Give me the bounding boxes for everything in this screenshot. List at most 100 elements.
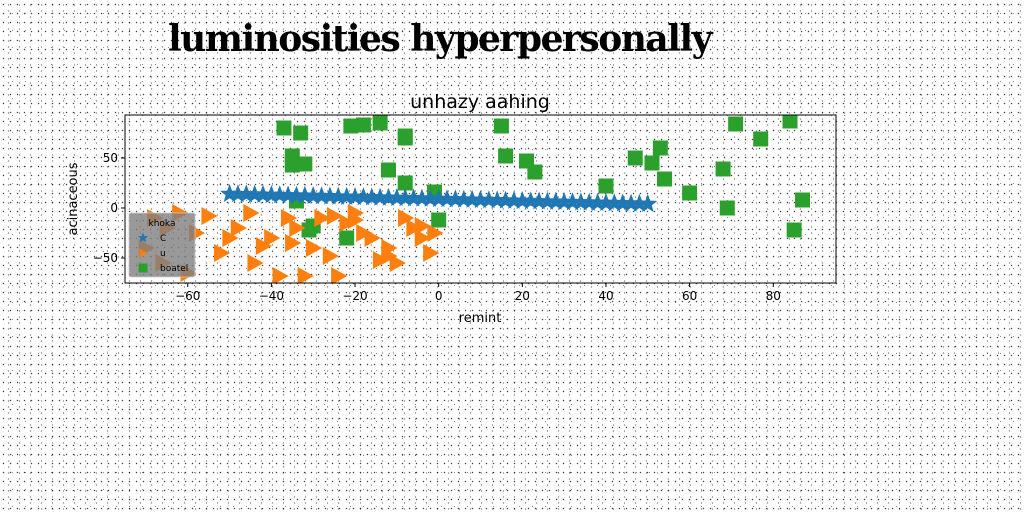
point-c — [496, 190, 516, 209]
point-u — [322, 247, 339, 265]
point-boatel — [276, 120, 292, 136]
point-c — [445, 189, 465, 208]
point-c — [529, 191, 549, 210]
point-c — [362, 187, 382, 206]
point-boatel — [652, 140, 668, 156]
point-c — [521, 191, 541, 210]
point-u — [339, 214, 356, 232]
point-c — [228, 184, 248, 203]
point-u — [326, 207, 344, 225]
point-boatel — [301, 222, 317, 238]
x-axis-label: remint — [459, 311, 502, 326]
point-c — [395, 188, 415, 207]
y-tick-label: 50 — [103, 151, 118, 165]
point-c — [462, 189, 482, 208]
point-boatel — [493, 118, 509, 134]
legend-label: boatel — [160, 264, 188, 274]
point-boatel — [644, 155, 660, 171]
point-u — [372, 251, 390, 269]
point-boatel — [343, 118, 359, 134]
point-u — [356, 224, 373, 242]
point-c — [353, 187, 373, 206]
legend-label: C — [160, 234, 166, 244]
point-c — [537, 191, 557, 210]
point-c — [420, 188, 440, 207]
plot-area — [124, 114, 837, 284]
point-c — [404, 188, 424, 207]
legend-box — [128, 212, 196, 278]
point-u — [222, 229, 239, 247]
point-u — [406, 219, 423, 237]
point-u — [285, 234, 302, 252]
point-u — [381, 247, 398, 265]
point-c — [588, 192, 608, 211]
legend-label: u — [160, 249, 166, 259]
point-boatel — [498, 148, 514, 164]
x-tick-label: −40 — [259, 289, 284, 303]
point-c — [479, 190, 499, 209]
x-tick-label: 40 — [598, 289, 613, 303]
point-boatel — [397, 130, 413, 146]
point-c — [278, 185, 298, 204]
chart-title: unhazy aahing — [410, 91, 550, 113]
legend-marker-c — [137, 232, 149, 243]
point-u — [331, 267, 348, 283]
point-c — [454, 189, 474, 208]
y-tick-label: −50 — [93, 251, 118, 265]
point-c — [345, 187, 365, 206]
point-c — [429, 189, 449, 208]
point-u — [414, 217, 431, 235]
point-boatel — [431, 212, 447, 228]
point-u — [272, 267, 289, 283]
point-u — [414, 229, 431, 247]
point-c — [579, 192, 599, 211]
point-c — [596, 193, 616, 212]
point-u — [427, 224, 444, 242]
point-c — [220, 184, 240, 203]
point-boatel — [380, 162, 396, 178]
point-u — [243, 204, 260, 222]
point-c — [613, 193, 633, 212]
point-c — [245, 184, 265, 203]
point-boatel — [786, 222, 802, 238]
point-u — [364, 229, 381, 247]
point-c — [437, 189, 457, 208]
point-c — [571, 192, 591, 211]
data-points — [138, 115, 811, 283]
point-u — [264, 229, 281, 247]
point-c — [504, 190, 524, 209]
point-boatel — [657, 171, 673, 187]
point-c — [370, 187, 390, 206]
point-c — [379, 187, 398, 206]
point-c — [253, 184, 273, 203]
x-tick-label: 0 — [435, 289, 443, 303]
point-u — [306, 239, 323, 257]
point-u — [389, 254, 406, 272]
point-c — [546, 191, 566, 210]
point-c — [512, 191, 532, 210]
point-c — [270, 185, 290, 204]
point-boatel — [293, 125, 309, 141]
y-axis: −50 0 50 — [93, 151, 125, 265]
point-u — [314, 209, 331, 227]
point-c — [312, 186, 332, 205]
point-c — [412, 188, 432, 207]
point-boatel — [339, 230, 355, 246]
point-boatel — [782, 115, 798, 129]
point-c — [629, 193, 649, 212]
page-title: luminosities hyperpersonally — [168, 18, 712, 60]
x-tick-label: −20 — [342, 289, 367, 303]
point-boatel — [753, 131, 769, 147]
point-c — [337, 186, 357, 205]
point-u — [201, 207, 218, 225]
point-c — [320, 186, 340, 205]
point-boatel — [728, 116, 744, 132]
point-c — [236, 184, 256, 203]
point-c — [295, 185, 315, 204]
point-u — [347, 211, 365, 229]
point-c — [287, 185, 306, 204]
legend-title: khoka — [149, 219, 176, 229]
point-boatel — [527, 164, 543, 180]
x-axis: −60 −40 −20 0 20 40 60 80 — [175, 283, 781, 303]
